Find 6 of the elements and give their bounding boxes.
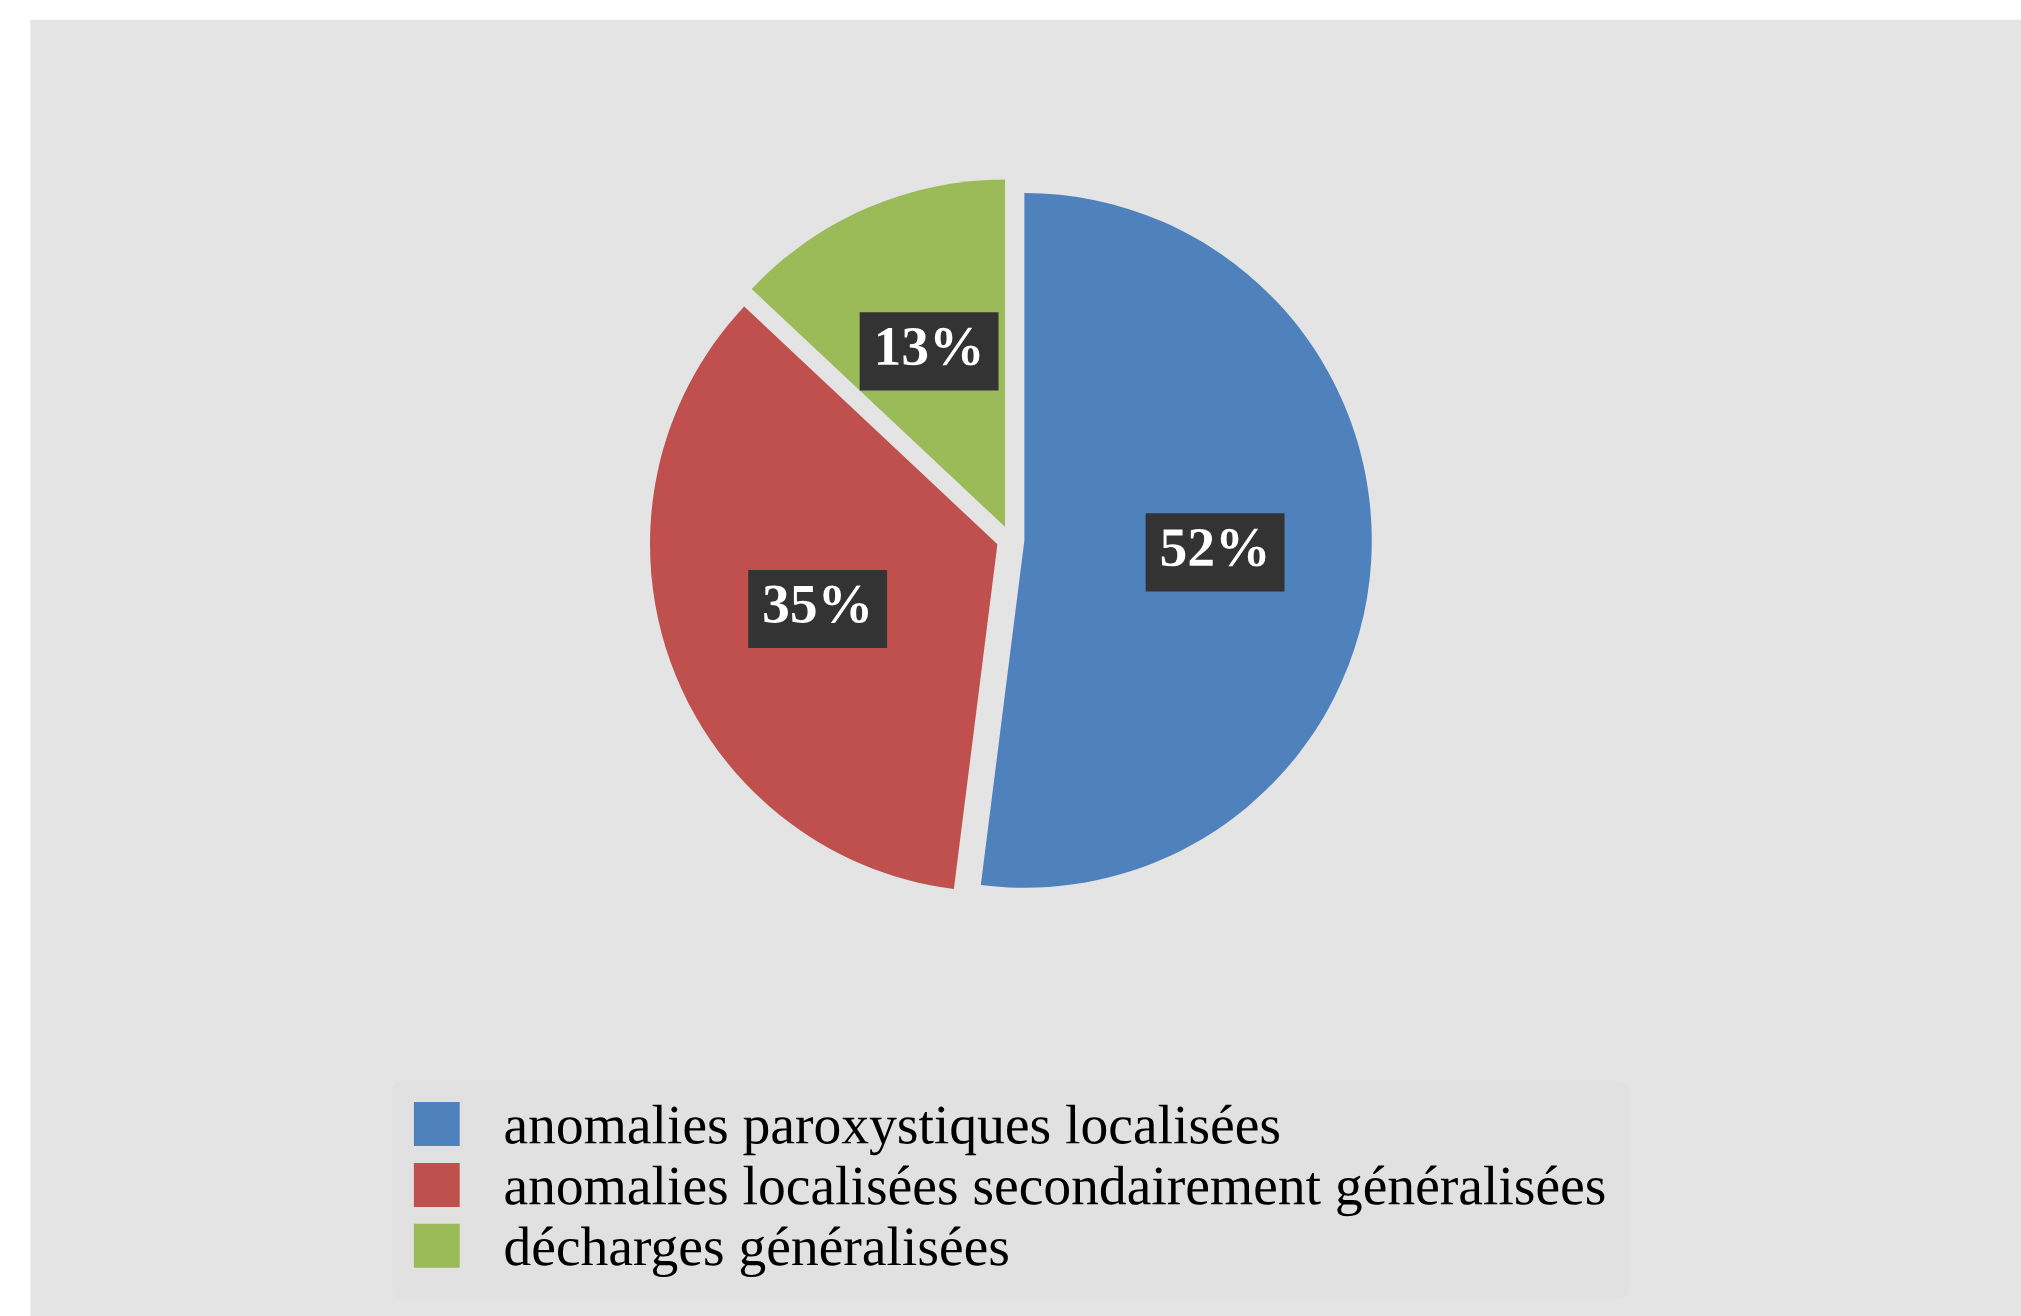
data-label: 13% [877, 327, 980, 366]
legend-label: décharges généralisées [505, 1226, 1008, 1278]
data-label: 35% [764, 585, 868, 624]
legend-label: anomalies localisées secondairement généralisées [505, 1165, 1605, 1217]
data-label: 52% [1161, 528, 1266, 567]
legend-label: anomalies paroxystiques localisées [505, 1104, 1280, 1156]
